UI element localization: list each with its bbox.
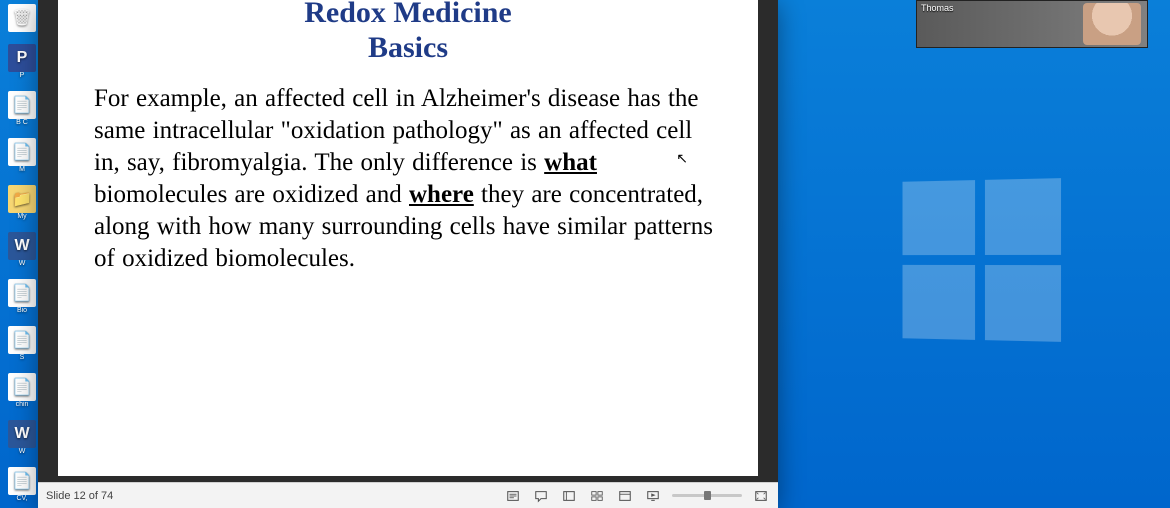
app-icon: P (8, 44, 36, 72)
comments-button[interactable] (532, 487, 550, 505)
desktop-icon[interactable]: 🗑 (2, 4, 42, 32)
desktop-icon[interactable]: 📄chin (2, 373, 42, 408)
status-bar: Slide 12 of 74 (38, 482, 778, 508)
desktop-icon[interactable]: 📄B C (2, 91, 42, 126)
file-icon: 📄 (8, 279, 36, 307)
recycle-bin-icon: 🗑 (8, 4, 36, 32)
desktop-icon[interactable]: 📄S (2, 326, 42, 361)
file-icon: 📄 (8, 373, 36, 401)
normal-view-button[interactable] (560, 487, 578, 505)
slide-body-text: For example, an affected cell in Alzheim… (94, 83, 722, 275)
fit-to-window-button[interactable] (752, 487, 770, 505)
reading-view-button[interactable] (616, 487, 634, 505)
desktop-icon[interactable]: 📄Bio (2, 279, 42, 314)
slide-title-line2: Basics (94, 31, 722, 65)
folder-icon: 📁 (8, 185, 36, 213)
zoom-thumb[interactable] (704, 491, 711, 500)
emphasis-where: where (409, 181, 474, 208)
desktop-icon[interactable]: WW (2, 232, 42, 267)
video-participant-tile[interactable]: Thomas (916, 0, 1148, 48)
desktop-icon[interactable]: 📄M (2, 138, 42, 173)
presentation-window: Redox Medicine Basics For example, an af… (38, 0, 778, 508)
slide-viewport[interactable]: Redox Medicine Basics For example, an af… (38, 0, 778, 482)
slide-counter: Slide 12 of 74 (46, 490, 113, 502)
desktop-icon[interactable]: 📁My (2, 185, 42, 220)
emphasis-what: what (544, 149, 597, 176)
participant-video-thumb (1083, 3, 1141, 45)
file-icon: 📄 (8, 138, 36, 166)
slideshow-button[interactable] (644, 487, 662, 505)
zoom-slider[interactable] (672, 494, 742, 497)
notes-button[interactable] (504, 487, 522, 505)
file-icon: 📄 (8, 326, 36, 354)
slide-title-line1: Redox Medicine (94, 0, 722, 31)
slide-sorter-button[interactable] (588, 487, 606, 505)
mouse-cursor-icon: ↖ (676, 150, 688, 167)
slide: Redox Medicine Basics For example, an af… (58, 0, 758, 476)
word-icon: W (8, 420, 36, 448)
file-icon: 📄 (8, 467, 36, 495)
windows-logo (903, 178, 1062, 342)
participant-name: Thomas (921, 3, 954, 13)
desktop-icon[interactable]: WW (2, 420, 42, 455)
file-icon: 📄 (8, 91, 36, 119)
desktop-icon[interactable]: PP (2, 44, 42, 79)
word-icon: W (8, 232, 36, 260)
desktop-icon[interactable]: 📄CV, (2, 467, 42, 502)
